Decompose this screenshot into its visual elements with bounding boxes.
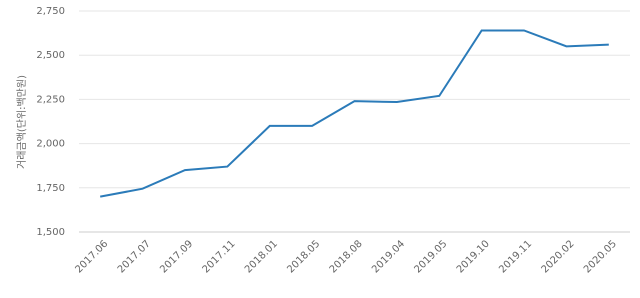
y-axis-label: 거래금액(단위:백만원): [15, 75, 28, 169]
x-tick-label: 2018.08: [328, 238, 365, 275]
y-tick-label: 1,750: [36, 183, 65, 194]
x-tick-label: 2019.10: [455, 238, 492, 275]
x-tick-label: 2020.02: [540, 238, 577, 275]
y-tick-label: 2,750: [36, 6, 65, 17]
x-tick-label: 2020.05: [582, 238, 619, 275]
y-tick-label: 1,500: [36, 227, 65, 238]
x-tick-label: 2019.11: [497, 238, 534, 275]
x-tick-label: 2017.07: [116, 238, 153, 275]
x-tick-label: 2018.05: [285, 238, 322, 275]
y-tick-label: 2,000: [36, 139, 65, 150]
x-tick-label: 2018.01: [243, 238, 280, 275]
y-tick-label: 2,250: [36, 94, 65, 105]
x-tick-label: 2017.06: [73, 238, 110, 275]
x-tick-label: 2019.04: [370, 238, 407, 275]
x-tick-label: 2017.09: [158, 238, 195, 275]
line: [100, 29, 609, 198]
x-tick-label: 2019.05: [412, 238, 449, 275]
y-tick-label: 2,500: [36, 50, 65, 61]
x-tick-label: 2017.11: [201, 238, 238, 275]
